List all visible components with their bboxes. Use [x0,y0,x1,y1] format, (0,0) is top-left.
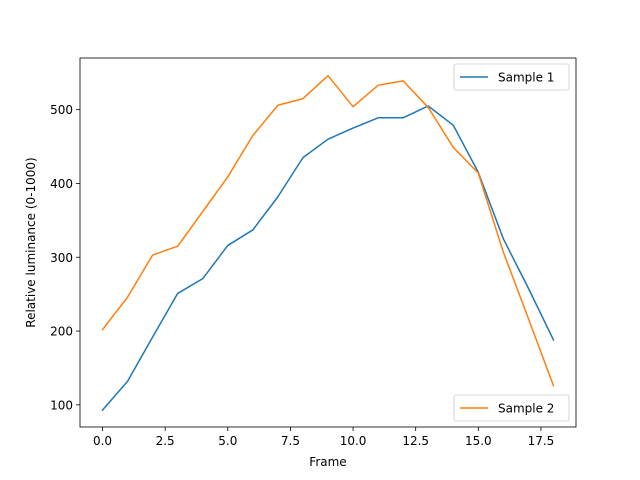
y-tick-label: 200 [50,325,73,339]
legend-box [453,63,570,91]
legend-sample-2: Sample 2 [453,394,570,422]
series-line-sample-2 [101,74,555,387]
legend-sample-1: Sample 1 [453,63,570,91]
series-lines [101,74,555,412]
x-tick-label: 15.0 [465,434,492,448]
legend-box [453,394,570,422]
x-axis-ticks: 0.0 2.5 5.0 7.5 10.0 12.5 15.0 17.5 [93,427,554,448]
x-tick-label: 10.0 [340,434,367,448]
plot-frame [79,57,577,428]
y-axis-label: Relative luminance (0-1000) [24,157,38,327]
legend-label: Sample 1 [498,71,554,85]
y-tick-label: 100 [50,398,73,412]
x-tick-label: 2.5 [156,434,175,448]
y-tick-label: 500 [50,103,73,117]
x-tick-label: 5.0 [218,434,237,448]
x-axis-label: Frame [309,455,346,469]
x-tick-label: 7.5 [281,434,300,448]
x-tick-label: 17.5 [528,434,555,448]
x-tick-label: 12.5 [402,434,429,448]
y-axis-ticks: 100 200 300 400 500 [50,103,80,412]
y-tick-label: 300 [50,251,73,265]
legend-label: Sample 2 [498,402,554,416]
y-tick-label: 400 [50,177,73,191]
x-tick-label: 0.0 [93,434,112,448]
